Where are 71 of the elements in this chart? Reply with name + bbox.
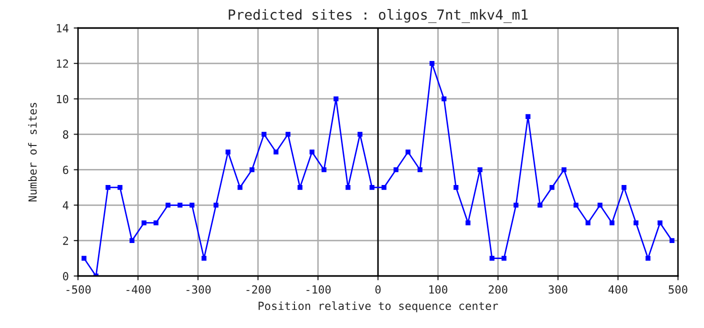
point xyxy=(154,220,158,226)
point xyxy=(658,220,662,226)
point xyxy=(190,202,194,208)
point xyxy=(358,132,362,137)
point xyxy=(262,132,266,137)
point xyxy=(514,202,518,208)
point xyxy=(646,256,650,261)
point xyxy=(82,256,86,261)
point xyxy=(106,185,110,190)
point xyxy=(250,167,254,172)
y-tick-label: 2 xyxy=(63,236,68,245)
point xyxy=(118,185,122,190)
point xyxy=(130,238,134,243)
y-tick-label: 0 xyxy=(63,272,68,280)
y-tick-label: 12 xyxy=(56,59,68,68)
point xyxy=(214,202,218,208)
x-tick-label: 500 xyxy=(668,285,688,294)
y-axis-title: Number of sites xyxy=(28,102,37,202)
point xyxy=(382,185,386,190)
x-tick-label: 200 xyxy=(488,285,508,294)
point xyxy=(370,185,374,190)
point xyxy=(334,96,338,102)
point xyxy=(574,202,578,208)
point xyxy=(274,150,278,154)
x-tick-label: -500 xyxy=(66,285,91,294)
point xyxy=(490,256,494,261)
point xyxy=(538,202,542,208)
point xyxy=(286,132,290,137)
point xyxy=(166,202,170,208)
point xyxy=(226,150,230,154)
point xyxy=(562,167,566,172)
point xyxy=(202,256,206,261)
point xyxy=(418,167,422,172)
point xyxy=(478,167,482,172)
point xyxy=(670,238,674,243)
chart-title: Predicted sites : oligos_7nt_mkv4_m1 xyxy=(228,9,528,23)
x-tick-label: 100 xyxy=(429,285,448,294)
y-tick-label: 6 xyxy=(63,166,68,174)
x-axis-title: Position relative to sequence center xyxy=(258,301,498,312)
point xyxy=(430,61,434,66)
point xyxy=(142,220,146,226)
point xyxy=(238,185,242,190)
x-tick-label: -400 xyxy=(126,285,151,294)
point xyxy=(622,185,626,190)
point xyxy=(502,256,506,261)
y-tick-label: 14 xyxy=(56,24,68,32)
point xyxy=(466,220,470,226)
x-tick-label: -300 xyxy=(186,285,211,294)
point xyxy=(406,150,410,154)
x-tick-label: 400 xyxy=(608,285,628,294)
point xyxy=(298,185,302,190)
y-tick-label: 4 xyxy=(62,201,68,210)
point xyxy=(586,220,590,226)
x-tick-label: 0 xyxy=(375,285,381,294)
point xyxy=(394,167,398,172)
x-tick-label: -200 xyxy=(246,285,271,294)
y-tick-label: 10 xyxy=(56,94,68,104)
y-tick-label: 8 xyxy=(62,130,68,139)
point xyxy=(310,150,314,154)
point xyxy=(634,220,638,226)
point xyxy=(526,114,530,119)
x-tick-label: -100 xyxy=(306,285,331,294)
point xyxy=(610,220,614,226)
point xyxy=(454,185,458,190)
point xyxy=(322,167,326,172)
point xyxy=(550,185,554,190)
point xyxy=(442,96,446,102)
x-tick-label: 300 xyxy=(548,285,568,294)
point xyxy=(346,185,350,190)
point xyxy=(598,202,602,208)
point xyxy=(178,202,182,208)
